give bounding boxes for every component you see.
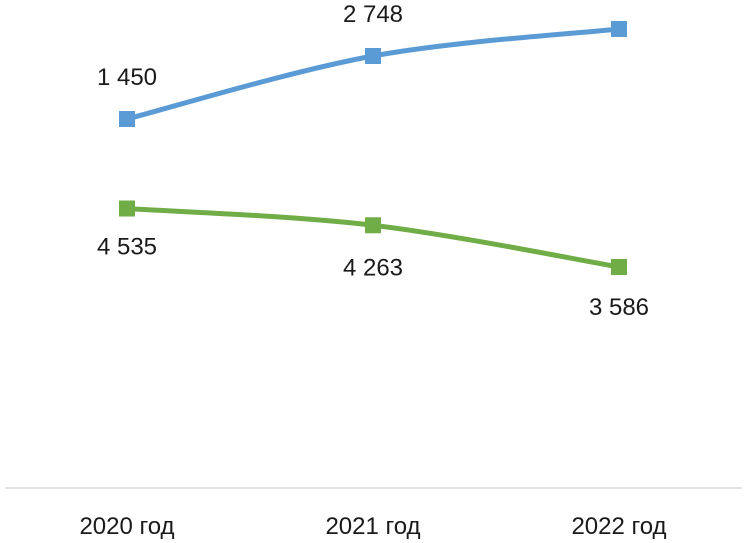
x-tick-label: 2021 год [325, 513, 420, 540]
series-1-line [124, 26, 622, 122]
series-2-marker [365, 217, 381, 234]
x-tick-label: 2022 год [571, 513, 666, 540]
series-1-data-label: 3 305 [589, 0, 649, 3]
series-1-marker [611, 20, 627, 37]
series-1-data-label: 1 450 [97, 64, 157, 91]
series-1-marker [119, 111, 135, 127]
series-1-marker [365, 48, 381, 64]
series-1-data-label: 2 748 [343, 1, 403, 28]
series-layer: 1 450 2 748 3 305 4 535 4 263 3 586 [97, 0, 649, 321]
series-2-data-label: 4 263 [343, 254, 403, 281]
series-2-data-label: 4 535 [97, 234, 157, 261]
series-2-marker [119, 200, 135, 217]
series-2: 4 535 4 263 3 586 [97, 200, 649, 321]
x-axis-ticks: 2020 год 2021 год 2022 год [79, 513, 666, 540]
series-2-marker [611, 259, 627, 275]
series-2-data-label: 3 586 [589, 294, 649, 321]
series-1: 1 450 2 748 3 305 [97, 0, 649, 127]
x-tick-label: 2020 год [79, 513, 174, 540]
